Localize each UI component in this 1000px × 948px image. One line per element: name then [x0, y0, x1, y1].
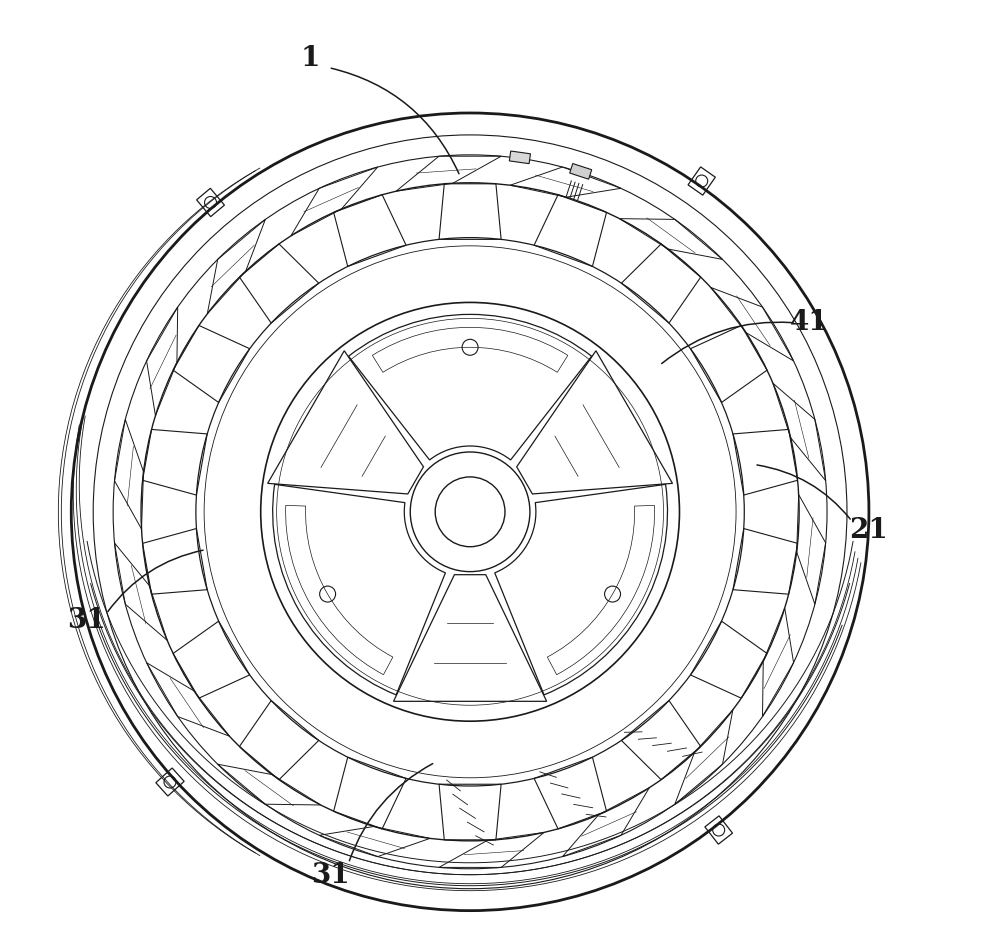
Text: 41: 41	[790, 309, 828, 337]
Polygon shape	[509, 151, 530, 164]
Text: 31: 31	[67, 607, 106, 634]
Text: 31: 31	[311, 863, 350, 889]
Text: 21: 21	[850, 518, 888, 544]
Text: 1: 1	[301, 45, 320, 72]
Polygon shape	[570, 164, 592, 179]
